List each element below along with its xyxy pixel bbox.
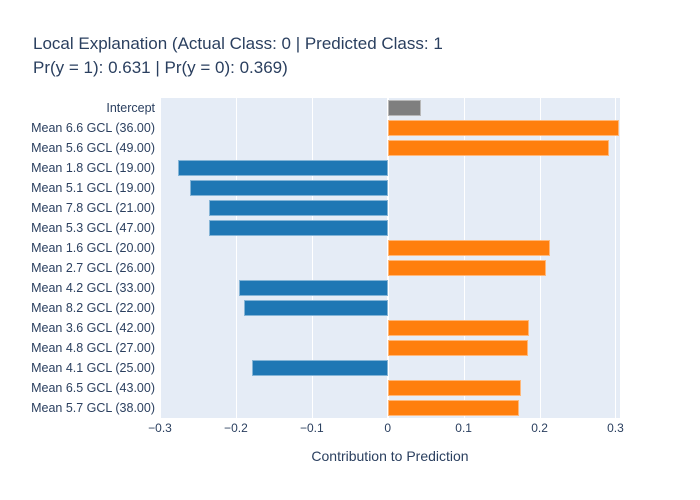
gridline: [615, 98, 617, 418]
bar-negative[interactable]: [238, 280, 388, 296]
bar-intercept[interactable]: [387, 100, 422, 116]
x-tick-label: 0.3: [607, 421, 624, 435]
chart-title-line2: Pr(y = 1): 0.631 | Pr(y = 0): 0.369): [33, 58, 288, 77]
gridline: [463, 98, 465, 418]
y-axis-label: Mean 5.3 GCL (47.00): [31, 221, 155, 235]
bar-negative[interactable]: [209, 220, 388, 236]
y-axis-label: Mean 5.7 GCL (38.00): [31, 401, 155, 415]
y-axis-label: Mean 3.6 GCL (42.00): [31, 321, 155, 335]
y-axis-label: Mean 6.6 GCL (36.00): [31, 121, 155, 135]
y-axis-label: Mean 2.7 GCL (26.00): [31, 261, 155, 275]
y-axis-label: Mean 1.6 GCL (20.00): [31, 241, 155, 255]
bar-positive[interactable]: [387, 380, 521, 396]
bar-positive[interactable]: [387, 340, 529, 356]
bar-negative[interactable]: [208, 200, 388, 216]
chart-title-line1: Local Explanation (Actual Class: 0 | Pre…: [33, 34, 443, 53]
x-axis-title: Contribution to Prediction: [311, 448, 469, 464]
bar-positive[interactable]: [387, 400, 520, 416]
y-axis-label: Mean 6.5 GCL (43.00): [31, 381, 155, 395]
y-axis-label: Mean 5.6 GCL (49.00): [31, 141, 155, 155]
gridline: [311, 98, 313, 418]
bar-positive[interactable]: [387, 140, 610, 156]
y-axis-label: Intercept: [106, 101, 155, 115]
bar-positive[interactable]: [387, 120, 620, 136]
y-axis-label: Mean 4.8 GCL (27.00): [31, 341, 155, 355]
plot-area[interactable]: [160, 98, 620, 418]
bar-negative[interactable]: [190, 180, 388, 196]
x-tick-label: −0.3: [148, 421, 172, 435]
x-tick-label: 0.1: [455, 421, 472, 435]
x-tick-label: −0.2: [224, 421, 248, 435]
y-axis-label: Mean 4.1 GCL (25.00): [31, 361, 155, 375]
x-tick-label: 0.2: [531, 421, 548, 435]
zero-gridline: [386, 98, 389, 418]
bar-positive[interactable]: [387, 260, 547, 276]
bar-negative[interactable]: [244, 300, 388, 316]
y-axis-label: Mean 8.2 GCL (22.00): [31, 301, 155, 315]
chart-title: Local Explanation (Actual Class: 0 | Pre…: [33, 32, 443, 80]
gridline: [235, 98, 237, 418]
y-axis-label: Mean 1.8 GCL (19.00): [31, 161, 155, 175]
gridline: [539, 98, 541, 418]
y-axis-labels: Intercept Mean 6.6 GCL (36.00) Mean 5.6 GC…: [0, 98, 155, 418]
bar-positive[interactable]: [387, 320, 529, 336]
y-axis-label: Mean 5.1 GCL (19.00): [31, 181, 155, 195]
x-tick-label: −0.1: [299, 421, 324, 435]
bar-positive[interactable]: [387, 240, 551, 256]
x-axis-ticks: −0.3 −0.2 −0.1 0 0.1 0.2 0.3: [148, 421, 624, 437]
bar-negative[interactable]: [178, 160, 388, 176]
y-axis-label: Mean 4.2 GCL (33.00): [31, 281, 155, 295]
y-axis-label: Mean 7.8 GCL (21.00): [31, 201, 155, 215]
bar-negative[interactable]: [251, 360, 388, 376]
x-tick-label: 0: [384, 421, 392, 435]
gridline: [160, 98, 161, 418]
